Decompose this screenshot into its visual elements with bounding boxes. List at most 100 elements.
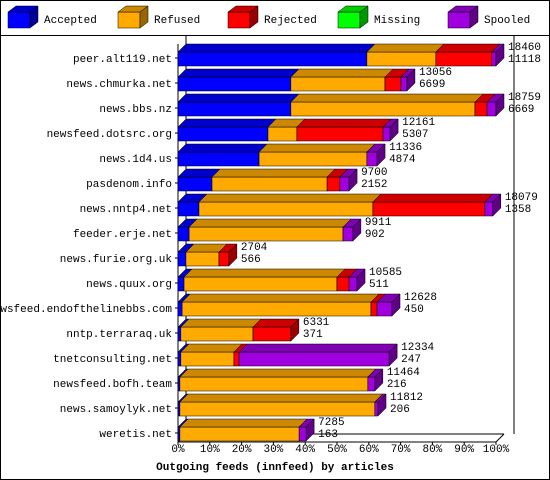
bar-label: 5307 xyxy=(402,129,428,141)
bar-front xyxy=(252,326,292,342)
bar-label: 10585 xyxy=(369,267,402,279)
bar-segment xyxy=(188,218,352,242)
bar-front xyxy=(435,51,493,67)
bar-segment xyxy=(180,318,262,342)
bar-top xyxy=(435,43,501,53)
bar-side xyxy=(376,143,386,167)
bar-label: 13056 xyxy=(419,67,452,79)
bar-side xyxy=(348,168,358,192)
x-tick-label: 50% xyxy=(327,444,347,456)
bar-front xyxy=(298,426,307,442)
bar-label: 2152 xyxy=(361,179,387,191)
bar-front xyxy=(177,276,185,292)
bar-label: 566 xyxy=(241,254,261,266)
bar-top xyxy=(179,393,384,403)
bar-segment xyxy=(484,193,502,217)
bar-top xyxy=(177,68,300,78)
bar-segment xyxy=(491,43,505,67)
x-tick-label: 0% xyxy=(171,444,185,456)
bar-side xyxy=(356,268,366,292)
bar-segment xyxy=(218,243,238,267)
bar-front xyxy=(326,176,341,192)
bar-label: 12161 xyxy=(402,117,435,129)
bar-segment xyxy=(435,43,501,67)
bar-top xyxy=(238,343,398,353)
y-tick-label: weretis.net xyxy=(99,429,172,441)
bar-front xyxy=(211,176,328,192)
y-tick-label: peer.alt119.net xyxy=(73,54,172,66)
bar-segment xyxy=(179,418,308,442)
bar-segment xyxy=(298,418,315,442)
x-tick-label: 30% xyxy=(263,444,283,456)
bar-segment xyxy=(342,218,362,242)
bar-front xyxy=(179,401,376,417)
bar-label: 11464 xyxy=(387,367,420,379)
x-tick-label: 100% xyxy=(483,444,510,456)
bar-front xyxy=(374,401,379,417)
bar-label: 9911 xyxy=(365,217,392,229)
bar-label: 247 xyxy=(401,354,421,366)
bar-front xyxy=(177,126,269,142)
x-tick-label: 60% xyxy=(359,444,379,456)
bar-label: 11336 xyxy=(389,142,422,154)
bar-segment xyxy=(372,193,494,217)
bar-side xyxy=(389,118,399,142)
x-tick-label: 40% xyxy=(295,444,315,456)
bar-front xyxy=(177,151,260,167)
bar-front xyxy=(366,151,378,167)
bar-segment xyxy=(382,118,399,142)
bar-front xyxy=(372,201,486,217)
bar-front xyxy=(179,376,369,392)
y-tick-label: newsfeed.bofh.team xyxy=(53,379,172,391)
bar-label: 1358 xyxy=(505,204,531,216)
legend-swatch xyxy=(7,11,31,29)
bar-front xyxy=(180,326,254,342)
legend-swatch-side xyxy=(139,5,149,29)
legend-swatch-side xyxy=(359,5,369,29)
y-tick-label: news.1d4.us xyxy=(99,154,172,166)
bar-segment xyxy=(177,143,268,167)
bar-top xyxy=(188,218,352,228)
legend-label: Refused xyxy=(154,15,200,27)
legend-label: Accepted xyxy=(44,15,97,27)
bar-segment xyxy=(366,143,386,167)
legend-item: Missing xyxy=(337,5,420,29)
bar-top xyxy=(296,118,392,128)
bar-label: 12334 xyxy=(401,342,434,354)
bar-label: 6669 xyxy=(508,104,534,116)
bar-top xyxy=(180,343,243,353)
bar-label: 902 xyxy=(365,229,385,241)
bar-front xyxy=(382,126,391,142)
x-tick-label: 20% xyxy=(232,444,252,456)
bar-segment xyxy=(252,318,300,342)
bar-front xyxy=(177,301,183,317)
bar-front xyxy=(267,126,298,142)
bar-top xyxy=(290,68,394,78)
bar-front xyxy=(290,76,386,92)
legend-swatch xyxy=(337,11,361,29)
bar-segment xyxy=(180,343,243,367)
y-tick-label: pasdenom.info xyxy=(86,179,172,191)
legend-swatch xyxy=(227,11,251,29)
legend-label: Rejected xyxy=(264,15,317,27)
bar-front xyxy=(342,226,354,242)
bar-segment xyxy=(258,143,376,167)
legend-swatch-side xyxy=(29,5,39,29)
bar-segment xyxy=(400,68,416,92)
bar-top xyxy=(180,318,262,328)
bar-front xyxy=(177,351,182,367)
bar-segment xyxy=(177,118,277,142)
bar-front xyxy=(198,201,374,217)
bar-front xyxy=(177,326,182,342)
bar-front xyxy=(177,226,190,242)
bar-segment xyxy=(374,393,387,417)
legend-swatch xyxy=(117,11,141,29)
bar-front xyxy=(484,201,494,217)
bar-front xyxy=(177,201,200,217)
bar-top xyxy=(177,118,277,128)
bar-top xyxy=(372,193,494,203)
bar-segment xyxy=(181,293,380,317)
bar-front xyxy=(370,301,378,317)
bar-side xyxy=(492,193,502,217)
bar-front xyxy=(258,151,368,167)
